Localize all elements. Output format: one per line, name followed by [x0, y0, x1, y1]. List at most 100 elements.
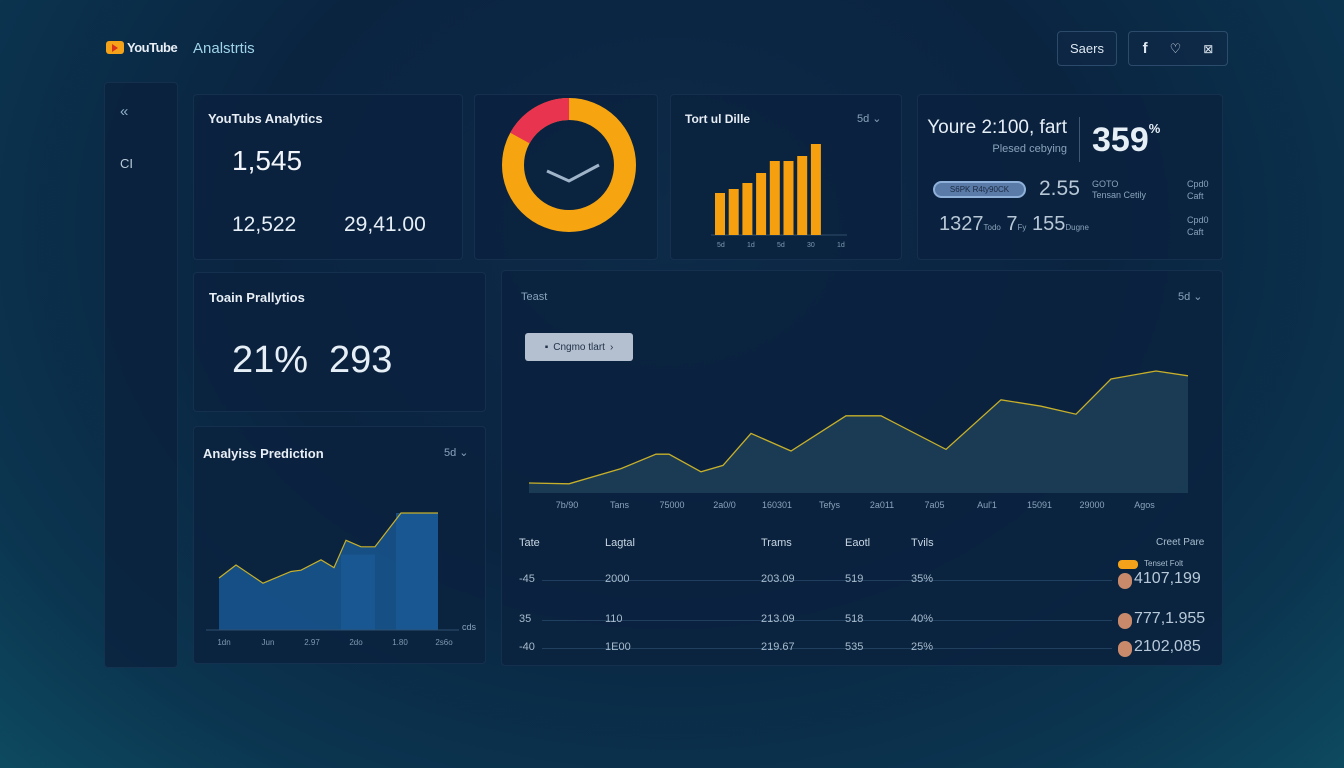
table-cell: 25%	[911, 641, 934, 653]
badge-icon	[1118, 560, 1138, 569]
y-label: cds	[462, 622, 477, 632]
summary-subline: Plesed cebying	[992, 143, 1067, 155]
facebook-icon[interactable]: f	[1142, 40, 1148, 57]
row-total: 4107,199	[1134, 570, 1201, 587]
search-button[interactable]: Saers	[1057, 31, 1117, 66]
donut-segment-red	[502, 98, 636, 232]
table-cell: 203.09	[761, 573, 795, 585]
metric-value: 1327Todo 7Fy 155Dugne	[939, 213, 1089, 235]
analytics-primary-value: 1,545	[232, 145, 303, 176]
summary-percent: 359%	[1092, 121, 1161, 159]
table-cell: 1E00	[605, 641, 631, 653]
row-divider	[542, 580, 1112, 581]
c-icon[interactable]: CI	[120, 156, 133, 171]
main-chart-card: Teast 5d ⌄ ▪ Cngmo tlart › 7b/90 Tans 75000 2…	[501, 270, 1223, 666]
x-tick-label: 160301	[762, 500, 792, 510]
youtube-play-icon	[106, 41, 124, 54]
youtube-logo[interactable]: YouTube	[106, 40, 178, 55]
x-tick-label: 2a011	[870, 500, 894, 510]
analytics-title: YouTubs Analytics	[208, 111, 323, 126]
metric-value: 2.55	[1039, 177, 1080, 200]
x-tick-label: 29000	[1079, 500, 1104, 510]
chart-icon: ▪	[544, 341, 549, 353]
bar-card-dropdown[interactable]: 5d ⌄	[857, 113, 882, 125]
table-cell: -40	[519, 641, 535, 653]
avatar	[1118, 573, 1132, 589]
table-cell: -45	[519, 573, 535, 585]
row-total: 777,1.955	[1134, 610, 1206, 627]
column-header: Tvils	[911, 537, 934, 549]
main-chart-title: Teast	[521, 291, 548, 303]
bar	[742, 183, 753, 235]
table-cell: 518	[845, 613, 864, 625]
table-cell: 110	[605, 613, 623, 625]
heart-icon[interactable]: ♡	[1169, 40, 1182, 56]
table-cell: 35%	[911, 573, 934, 585]
table-cell: 519	[845, 573, 864, 585]
series-line	[528, 370, 1189, 485]
donut-card	[474, 94, 658, 260]
prediction-value: 21%	[232, 339, 309, 381]
side-label: Caft	[1187, 227, 1204, 237]
logo-text: YouTube	[127, 40, 178, 55]
x-tick-label: 2do	[349, 638, 363, 647]
x-tick-label: 2.97	[304, 638, 320, 647]
series-line	[218, 512, 438, 584]
bar-chart: 5d 1d 5d 30 1d	[711, 144, 847, 249]
prediction-title: Toain Prallytios	[209, 290, 305, 305]
bar-card-title: Tort ul Dille	[685, 112, 751, 126]
analysis-chart: 1dn Jun 2.97 2do 1.80 2s6o	[206, 512, 459, 647]
analysis-dropdown[interactable]: 5d ⌄	[444, 447, 469, 459]
row-divider	[542, 620, 1112, 621]
table-cell: 35	[519, 613, 532, 625]
app-title: Analstrtis	[193, 40, 255, 57]
clock-icon	[546, 163, 600, 183]
main-area-chart: 7b/90 Tans 75000 2a0/0 160301 Tefys 2a011 7a05 A…	[528, 370, 1189, 510]
column-header: Eaotl	[845, 537, 871, 549]
bar	[715, 193, 725, 235]
change-chart-button[interactable]: ▪ Cngmo tlart ›	[525, 333, 633, 361]
side-label: Cpd0	[1187, 179, 1209, 189]
prediction-value: 293	[329, 339, 393, 381]
x-tick-label: 15091	[1027, 500, 1052, 510]
data-table: Tate Lagtal Trams Eaotl Tvils Creet Pare Tense…	[502, 271, 1224, 667]
x-tick-label: 1d	[747, 242, 755, 249]
donut-chart	[502, 98, 636, 232]
column-header: Lagtal	[605, 537, 635, 549]
table-cell: 213.09	[761, 613, 795, 625]
column-header: Tate	[519, 537, 540, 549]
metric-sub: Tensan Cetily	[1092, 190, 1147, 200]
bar	[810, 144, 821, 235]
x-tick-label: Aul'1	[977, 500, 997, 510]
analytics-secondary-value: 29,41.00	[344, 213, 426, 236]
analysis-title: Analyiss Prediction	[203, 446, 324, 461]
sidebar: « CI	[104, 82, 178, 668]
table-cell: 40%	[911, 613, 934, 625]
bar	[783, 161, 794, 235]
bar	[797, 156, 808, 235]
summary-pill[interactable]: S6PK R4ty90CK	[933, 181, 1026, 198]
analytics-card: YouTubs Analytics 1,545 12,522 29,41.00	[193, 94, 463, 260]
column-header: Trams	[761, 537, 792, 549]
main-chart-dropdown[interactable]: 5d ⌄	[1178, 291, 1203, 303]
badge-label: Tenset Folt	[1144, 559, 1184, 568]
bar	[756, 173, 767, 235]
bar	[728, 189, 739, 235]
prediction-card: Toain Prallytios 21% 293	[193, 272, 486, 412]
column-header-right: Creet Pare	[1156, 537, 1205, 548]
table-cell: 535	[845, 641, 864, 653]
avatar	[1118, 613, 1132, 629]
back-arrow-icon[interactable]: «	[120, 103, 129, 120]
x-tick-label: Tefys	[819, 500, 841, 510]
x-tick-label: 2s6o	[435, 638, 453, 647]
x-tick-label: Agos	[1134, 500, 1155, 510]
summary-card: Youre 2:100, fart Plesed cebying 359% S6…	[917, 94, 1223, 260]
x-tick-label: 5d	[717, 242, 725, 249]
x-tick-label: 7b/90	[556, 500, 579, 510]
table-cell: 2000	[605, 573, 630, 585]
search-label: Saers	[1070, 41, 1104, 56]
summary-headline: Youre 2:100, fart	[927, 117, 1067, 138]
mail-icon[interactable]: ⊠	[1203, 41, 1214, 56]
x-tick-label: Jun	[262, 638, 275, 647]
x-tick-label: 7a05	[924, 500, 944, 510]
